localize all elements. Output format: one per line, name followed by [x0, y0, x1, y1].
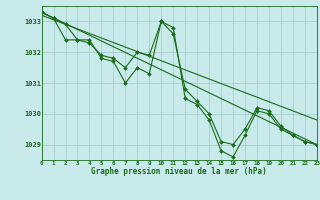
X-axis label: Graphe pression niveau de la mer (hPa): Graphe pression niveau de la mer (hPa) — [91, 167, 267, 176]
